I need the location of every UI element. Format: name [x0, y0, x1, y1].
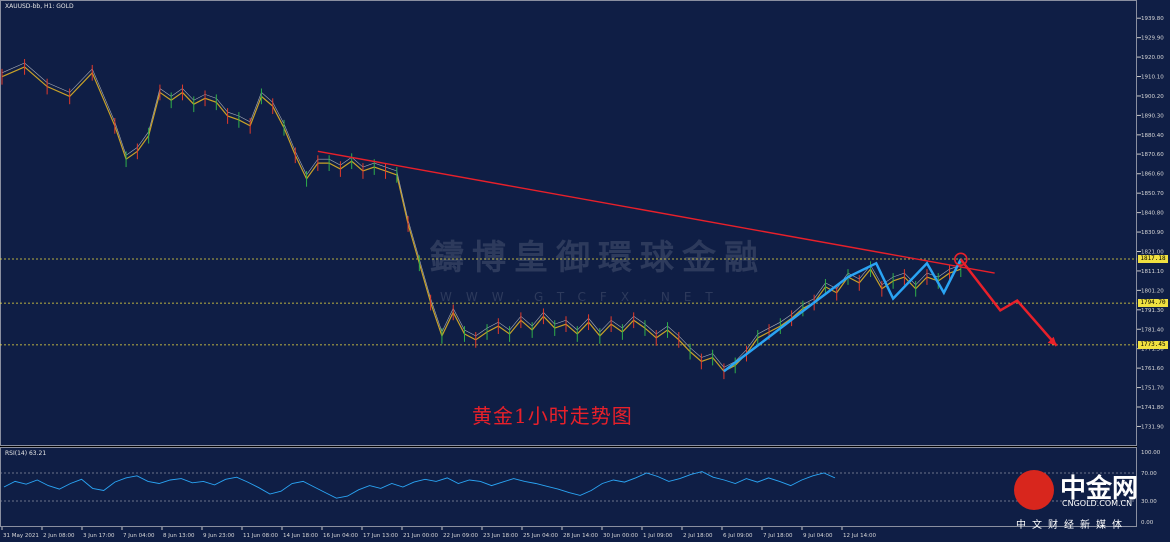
- price-axis-label: 1939.80: [1141, 16, 1164, 22]
- price-level-tag: 1794.70: [1138, 299, 1168, 308]
- time-axis-label: 2 Jun 08:00: [43, 533, 75, 539]
- price-axis-label: 1900.20: [1141, 94, 1164, 100]
- watermark-text: 鑄博皇御環球金融: [430, 238, 766, 278]
- time-axis-label: 22 Jun 09:00: [443, 533, 478, 539]
- rsi-pane[interactable]: [0, 447, 1137, 527]
- price-axis-label: 1910.10: [1141, 75, 1164, 81]
- rsi-axis-label: 30.00: [1141, 499, 1157, 505]
- moving-average-line: [1, 62, 961, 368]
- time-axis-label: 30 Jun 00:00: [603, 533, 638, 539]
- price-axis-label: 1850.70: [1141, 191, 1164, 197]
- time-axis-label: 7 Jul 18:00: [763, 533, 793, 539]
- site-logo: 中金网 CNGOLD.COM.CN 中文财经新媒体: [1012, 466, 1142, 531]
- time-axis-label: 11 Jun 08:00: [243, 533, 278, 539]
- touch-point-circle: [953, 252, 968, 267]
- symbol-label: XAUUSD-bb, H1: GOLD: [5, 3, 74, 10]
- logo-mark-icon: [1014, 470, 1054, 510]
- price-axis-label: 1741.80: [1141, 405, 1164, 411]
- rsi-axis-label: 70.00: [1141, 471, 1157, 477]
- rsi-axis-label: 0.00: [1141, 520, 1154, 526]
- time-axis-label: 2 Jul 18:00: [683, 533, 713, 539]
- rsi-axis-label: 100.00: [1141, 450, 1161, 456]
- time-axis-label: 9 Jul 04:00: [803, 533, 833, 539]
- time-axis-label: 3 Jun 17:00: [83, 533, 115, 539]
- projection-arrow-icon: [1047, 336, 1057, 346]
- time-axis-label: 6 Jul 09:00: [723, 533, 753, 539]
- price-axis-label: 1791.30: [1141, 308, 1164, 314]
- projected-path-line: [959, 258, 1058, 347]
- logo-name: 中金网: [1060, 474, 1139, 504]
- price-axis-label: 1890.30: [1141, 113, 1164, 119]
- price-axis: [1137, 0, 1170, 527]
- price-chart-pane[interactable]: [0, 0, 1137, 446]
- price-axis-label: 1870.60: [1141, 152, 1164, 158]
- price-axis-label: 1771.50: [1141, 347, 1164, 353]
- time-axis-label: 16 Jun 04:00: [323, 533, 358, 539]
- price-level-tag: 1817.18: [1138, 254, 1168, 263]
- time-axis-label: 25 Jun 04:00: [523, 533, 558, 539]
- chart-caption: 黄金1小时走势图: [472, 404, 633, 428]
- price-level-tag: 1773.45: [1138, 340, 1168, 349]
- resistance-trendline: [317, 150, 995, 274]
- price-axis-label: 1731.90: [1141, 424, 1164, 430]
- price-axis-label: 1920.00: [1141, 55, 1164, 61]
- price-axis-label: 1840.80: [1141, 211, 1164, 217]
- logo-url: CNGOLD.COM.CN: [1062, 499, 1133, 508]
- price-line: [1, 66, 961, 373]
- time-axis-label: 8 Jun 13:00: [163, 533, 195, 539]
- time-axis-label: 7 Jun 04:00: [123, 533, 155, 539]
- price-axis-label: 1781.40: [1141, 327, 1164, 333]
- time-axis-label: 14 Jun 18:00: [283, 533, 318, 539]
- time-axis-label: 12 Jul 14:00: [843, 533, 876, 539]
- time-axis-label: 21 Jun 00:00: [403, 533, 438, 539]
- time-axis-label: 1 Jul 09:00: [643, 533, 673, 539]
- time-axis-label: 31 May 2021: [3, 533, 39, 539]
- time-axis-label: 17 Jun 13:00: [363, 533, 398, 539]
- rsi-label: RSI(14) 63.21: [5, 450, 47, 457]
- price-axis-label: 1929.90: [1141, 36, 1164, 42]
- price-axis-label: 1860.60: [1141, 172, 1164, 178]
- price-axis-label: 1830.90: [1141, 230, 1164, 236]
- rsi-line: [3, 471, 836, 499]
- watermark-url: WWW.GTCFX.NET: [440, 290, 727, 304]
- price-axis-label: 1811.10: [1141, 269, 1164, 275]
- time-axis-label: 9 Jun 23:00: [203, 533, 235, 539]
- logo-subtitle: 中文财经新媒体: [1016, 520, 1128, 531]
- price-axis-label: 1751.70: [1141, 386, 1164, 392]
- time-axis-label: 28 Jun 14:00: [563, 533, 598, 539]
- wave-zigzag-line: [723, 258, 962, 373]
- time-axis-label: 23 Jun 18:00: [483, 533, 518, 539]
- price-axis-label: 1801.20: [1141, 288, 1164, 294]
- price-axis-label: 1880.40: [1141, 133, 1164, 139]
- price-axis-label: 1821.00: [1141, 249, 1164, 255]
- time-axis: [0, 527, 1170, 542]
- price-axis-label: 1761.60: [1141, 366, 1164, 372]
